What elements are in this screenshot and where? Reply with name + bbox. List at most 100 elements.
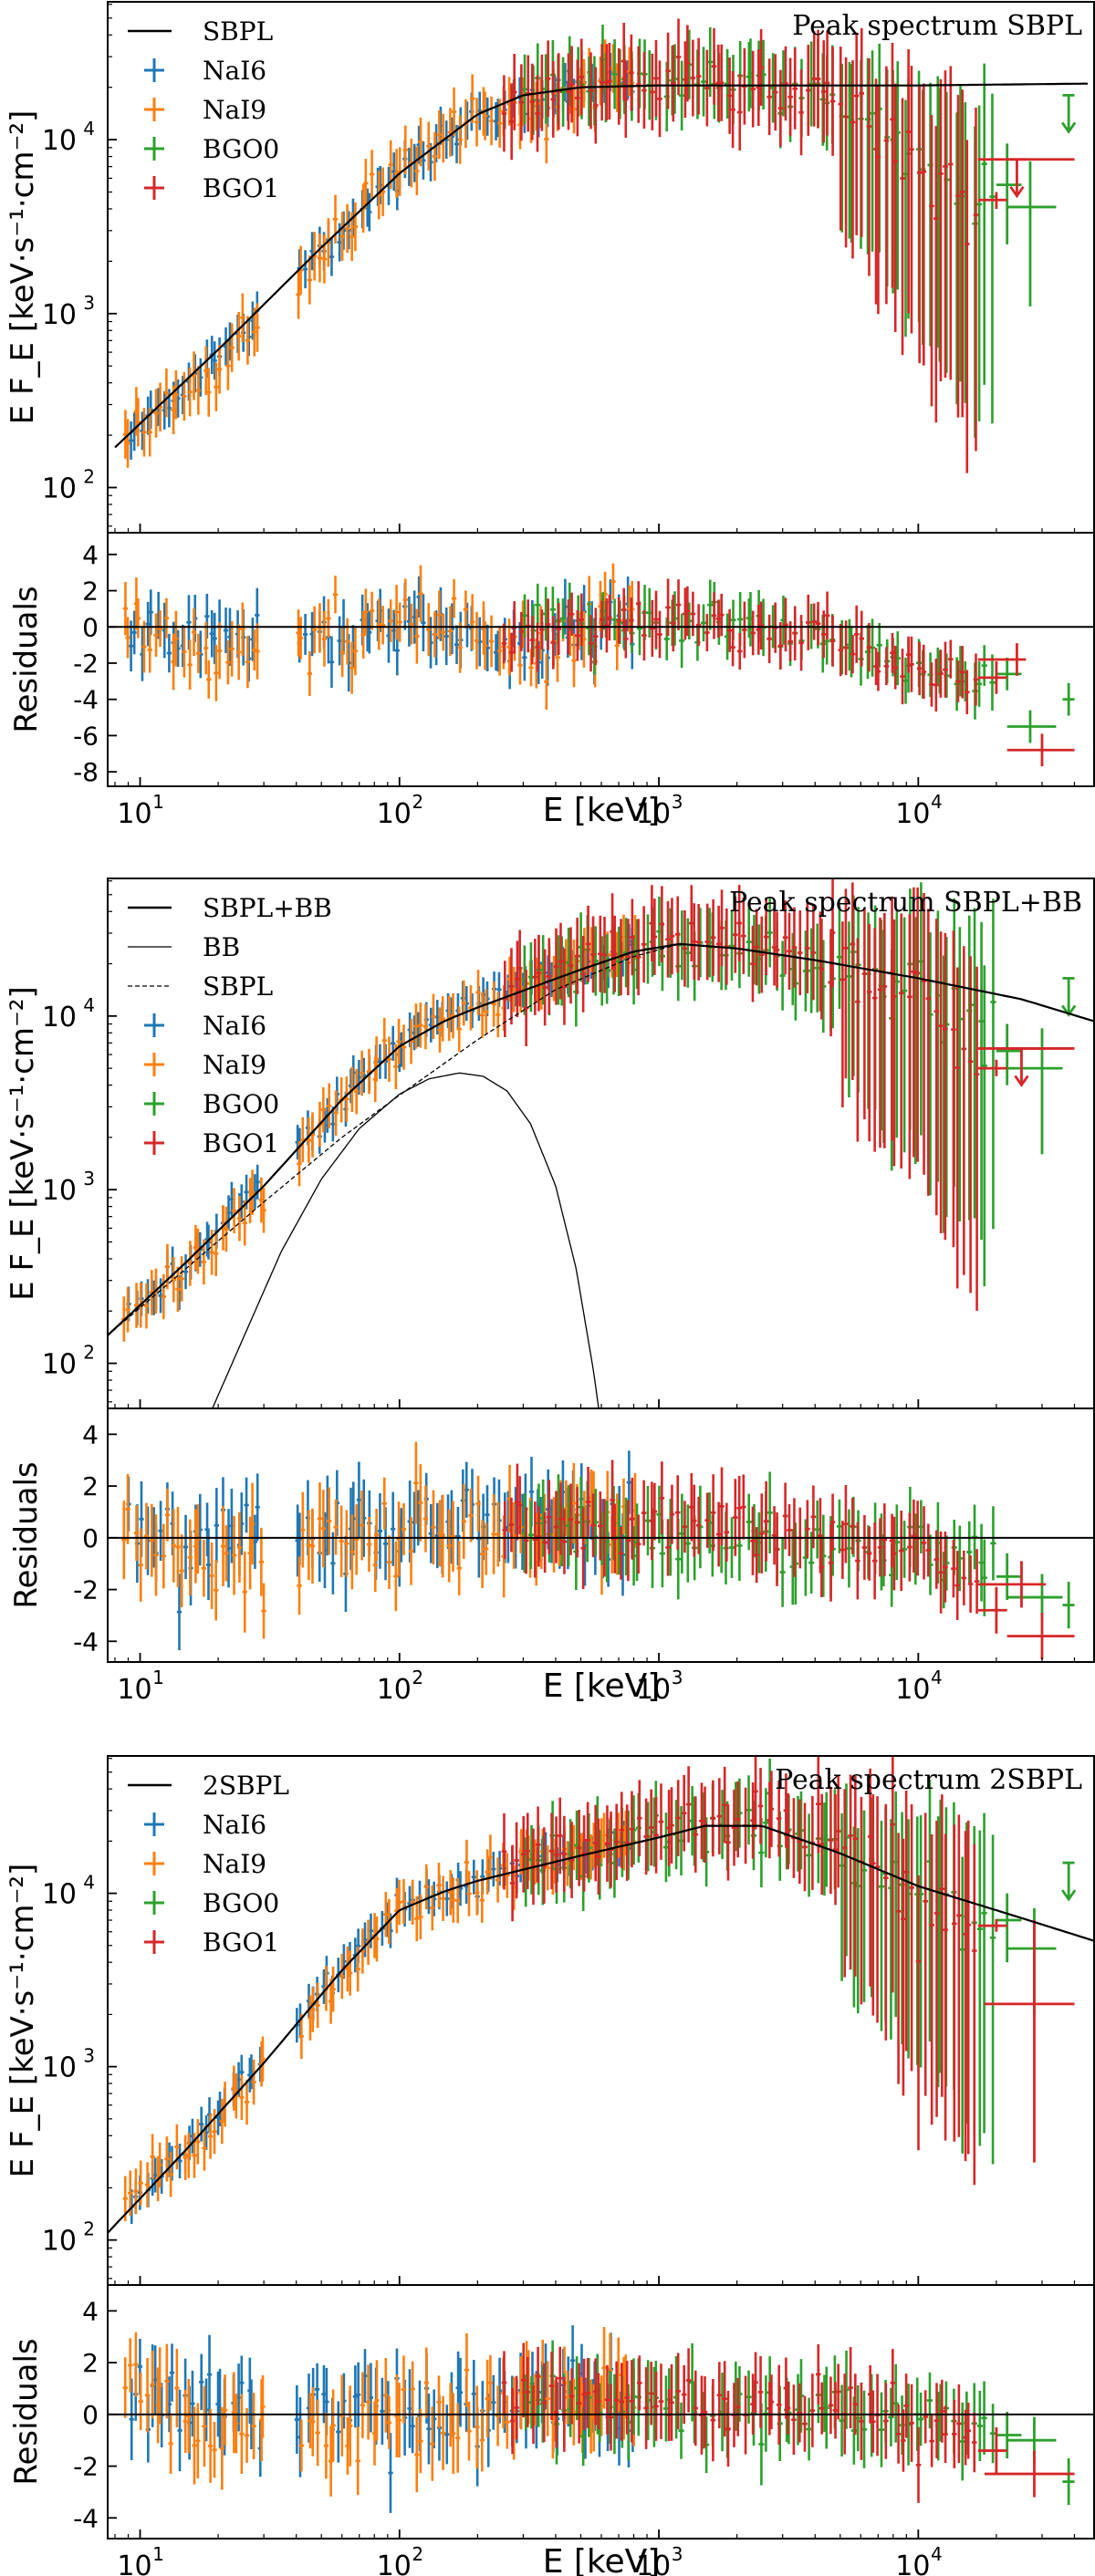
svg-text:10: 10 — [42, 1175, 77, 1207]
y-axis-ticks — [108, 4, 117, 527]
high-energy-residual — [1006, 1574, 1063, 1621]
svg-text:4: 4 — [83, 118, 95, 140]
residual-tick-label: 2 — [82, 1471, 99, 1501]
high-energy-point — [996, 1893, 1022, 1963]
x-tick-label: 10 2 — [377, 2543, 423, 2576]
residual-tick-label: 2 — [82, 2348, 99, 2378]
svg-text:NaI9: NaI9 — [203, 1050, 266, 1080]
legend-item: BGO1 — [144, 1927, 279, 1958]
svg-text:10: 10 — [42, 473, 77, 504]
x-axis-ticks — [114, 2276, 1076, 2539]
residual-tick-label: 4 — [82, 540, 99, 570]
high-energy-residual — [984, 2450, 1075, 2498]
svg-text:4: 4 — [83, 1872, 95, 1894]
svg-text:3: 3 — [672, 2543, 683, 2565]
y-axis-label: E F_E [keV·s⁻¹·cm⁻²] — [5, 1864, 41, 2178]
legend-item: NaI9 — [144, 1849, 266, 1879]
high-energy-point — [977, 1047, 1047, 1087]
x-axis-label: E [keV] — [543, 2543, 661, 2576]
svg-text:NaI6: NaI6 — [203, 1011, 266, 1041]
svg-text:4: 4 — [83, 994, 95, 1016]
svg-text:3: 3 — [83, 2045, 95, 2067]
residual-tick-label: -4 — [73, 2503, 99, 2533]
legend-item: NaI9 — [144, 1050, 266, 1080]
svg-text:10: 10 — [42, 299, 77, 331]
legend-item: NaI6 — [144, 56, 266, 86]
high-energy-residual — [977, 643, 1027, 676]
main-plot-area — [114, 18, 1088, 473]
model-curve-2sbpl — [108, 1824, 1095, 2234]
y-axis-label: E F_E [keV·s⁻¹·cm⁻²] — [5, 986, 41, 1301]
high-energy-point — [1061, 977, 1077, 1017]
x-tick-label: 10 1 — [117, 2543, 163, 2576]
residual-tick-label: -2 — [73, 2452, 99, 2482]
x-tick-label: 10 4 — [895, 2543, 942, 2576]
residuals-axis-label: Residuals — [8, 586, 45, 732]
panel-title: Peak spectrum SBPL — [792, 10, 1082, 42]
legend-item: SBPL — [128, 971, 273, 1002]
residual-tick-label: -2 — [73, 1575, 99, 1605]
x-tick-label: 10 4 — [895, 1667, 942, 1706]
model-curve-sbpl-plus-bb — [108, 942, 1095, 1336]
legend-item: BGO0 — [144, 1888, 279, 1918]
high-energy-point — [977, 1059, 1007, 1076]
svg-text:BGO1: BGO1 — [203, 173, 279, 203]
legend-item: NaI6 — [144, 1011, 266, 1041]
high-energy-point — [1006, 161, 1057, 306]
svg-text:10: 10 — [895, 1674, 930, 1706]
residual-series-bgo1 — [501, 2342, 977, 2503]
residual-series-bgo1 — [501, 578, 979, 714]
high-energy-residual — [977, 660, 1007, 694]
residuals-axis-label: Residuals — [8, 2338, 45, 2485]
y-tick-label: 10 2 — [42, 1342, 95, 1381]
svg-text:2: 2 — [412, 791, 423, 813]
series-bgo1 — [501, 1756, 977, 2186]
svg-text:10: 10 — [636, 1674, 671, 1706]
svg-text:10: 10 — [377, 798, 412, 830]
residuals-axis-label: Residuals — [8, 1461, 45, 1608]
svg-text:10: 10 — [377, 2550, 412, 2576]
svg-text:10: 10 — [42, 1349, 77, 1381]
high-energy-residual — [977, 2427, 1007, 2475]
residual-tick-label: 0 — [82, 2400, 99, 2430]
legend-item: NaI6 — [144, 1810, 266, 1840]
main-plot-area — [108, 1756, 1095, 2234]
svg-text:3: 3 — [83, 1168, 95, 1189]
residual-tick-label: 4 — [82, 1419, 99, 1449]
svg-text:BB: BB — [203, 932, 240, 962]
svg-text:10: 10 — [117, 798, 151, 830]
y-tick-label: 10 4 — [42, 1872, 95, 1911]
y-tick-label: 10 2 — [42, 2218, 95, 2258]
svg-text:10: 10 — [636, 798, 671, 830]
svg-text:3: 3 — [83, 292, 95, 314]
svg-text:BGO0: BGO0 — [203, 1089, 279, 1119]
svg-text:10: 10 — [42, 2052, 77, 2084]
x-axis-ticks — [114, 524, 1076, 786]
legend-item: NaI9 — [144, 95, 266, 125]
legend-item: BGO0 — [144, 1089, 279, 1119]
model-curve-sbpl — [114, 82, 1088, 449]
legend-item: BB — [128, 932, 240, 962]
svg-text:2: 2 — [83, 465, 95, 487]
svg-text:SBPL: SBPL — [203, 16, 273, 47]
y-tick-label: 10 4 — [42, 994, 95, 1034]
svg-text:10: 10 — [42, 125, 77, 157]
residual-tick-label: -4 — [73, 685, 99, 715]
svg-text:NaI9: NaI9 — [203, 1849, 266, 1879]
main-plot-area — [108, 878, 1095, 1408]
x-tick-label: 10 2 — [377, 1667, 423, 1706]
residual-tick-label: 2 — [82, 576, 99, 607]
svg-text:3: 3 — [672, 791, 683, 813]
svg-text:BGO1: BGO1 — [203, 1927, 279, 1958]
svg-text:SBPL+BB: SBPL+BB — [203, 893, 332, 923]
legend: SBPL NaI6 NaI9 BGO0 BGO1 — [128, 16, 279, 203]
high-energy-point — [1061, 1861, 1077, 1902]
x-tick-label: 10 2 — [377, 791, 423, 830]
svg-text:1: 1 — [152, 2543, 164, 2565]
residual-tick-label: -2 — [73, 649, 99, 679]
svg-text:1: 1 — [152, 1667, 164, 1688]
x-tick-label: 10 4 — [895, 791, 942, 830]
